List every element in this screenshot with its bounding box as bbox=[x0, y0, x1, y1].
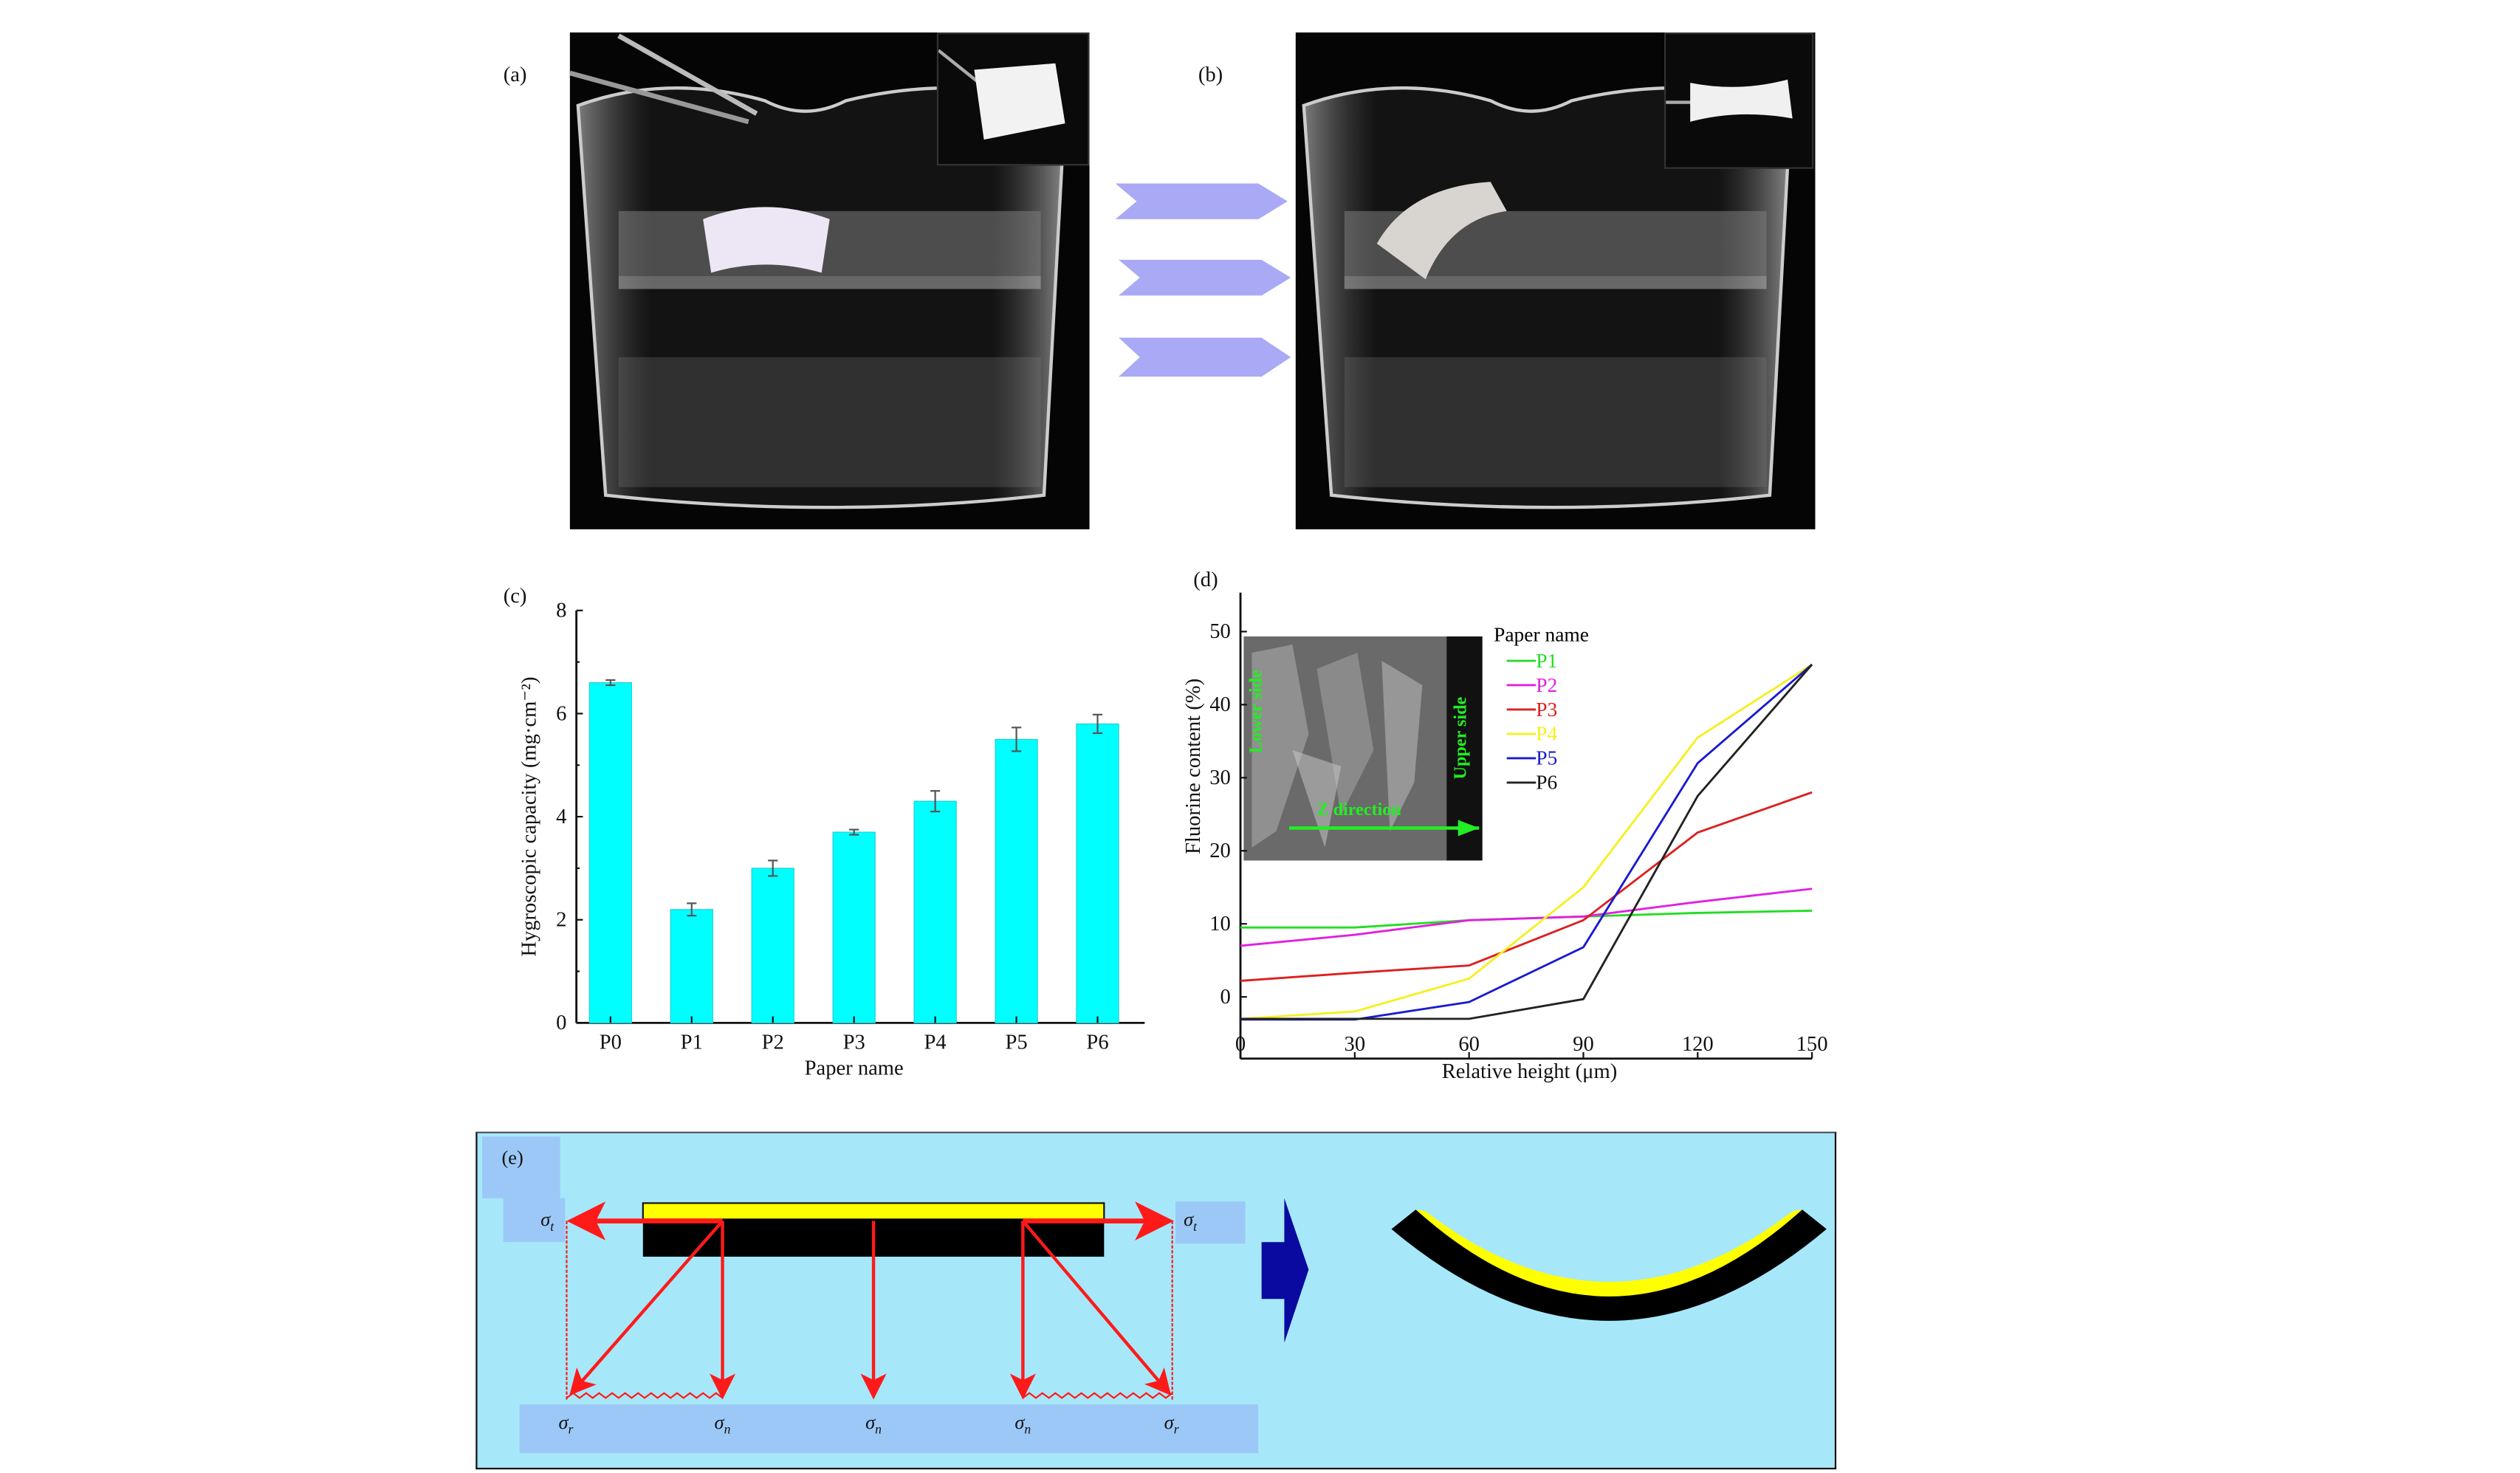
beaker-a-illustration bbox=[569, 33, 1067, 509]
legend-label-P5: P5 bbox=[1536, 747, 1557, 769]
inset-paper-curled bbox=[1664, 32, 1814, 169]
label-box bbox=[482, 1136, 560, 1198]
bar-P3 bbox=[832, 831, 876, 1023]
x-tick-label: P1 bbox=[681, 1031, 703, 1054]
bar-P1 bbox=[670, 909, 713, 1023]
x-tick-label: P0 bbox=[600, 1031, 622, 1054]
legend-title: Paper name bbox=[1494, 624, 1589, 646]
panel-a-label: (a) bbox=[503, 61, 527, 86]
stress-arrows bbox=[566, 1201, 1174, 1400]
photo-beaker-a bbox=[569, 32, 1090, 529]
line-P3 bbox=[1240, 791, 1813, 982]
x-tick-label: 0 bbox=[1235, 1033, 1246, 1056]
process-arrow-icon bbox=[1261, 1198, 1309, 1343]
y-axis-label: Hygroscopic capacity (mg·cm⁻²) bbox=[518, 677, 541, 957]
beaker-b-illustration bbox=[1302, 86, 1793, 509]
line-P2 bbox=[1240, 887, 1813, 947]
sigma-t-left: σt bbox=[540, 1208, 555, 1234]
photo-beaker-b bbox=[1295, 32, 1816, 529]
panel-e-label: (e) bbox=[501, 1146, 523, 1170]
y-tick-label: 4 bbox=[556, 806, 566, 828]
line-P6 bbox=[1240, 664, 1813, 1020]
coating-layer bbox=[642, 1202, 1105, 1220]
y-tick-label: 8 bbox=[556, 600, 566, 622]
x-tick-label: 60 bbox=[1458, 1033, 1480, 1056]
sem-texture bbox=[1243, 636, 1480, 861]
y-tick-label: 0 bbox=[556, 1012, 566, 1034]
panel-d-label: (d) bbox=[1193, 566, 1218, 591]
sigma-t-right: σt bbox=[1184, 1208, 1198, 1234]
legend-label-P1: P1 bbox=[1536, 650, 1557, 672]
y-tick-label: 30 bbox=[1209, 766, 1231, 789]
y-tick-label: 20 bbox=[1209, 839, 1231, 862]
x-tick-label: P6 bbox=[1086, 1031, 1108, 1054]
sigma-n-label: σn bbox=[715, 1411, 731, 1437]
label-box bbox=[519, 1404, 1259, 1454]
bar-P5 bbox=[995, 738, 1038, 1023]
line-P4 bbox=[1240, 663, 1813, 1020]
x-tick-label: 120 bbox=[1682, 1033, 1714, 1056]
label-box bbox=[503, 1198, 566, 1243]
legend-label-P3: P3 bbox=[1536, 698, 1557, 721]
legend-label-P6: P6 bbox=[1536, 772, 1557, 794]
sigma-n-label: σn bbox=[865, 1411, 882, 1437]
x-tick-label: 30 bbox=[1345, 1033, 1366, 1056]
bar-P6 bbox=[1076, 723, 1119, 1023]
sem-z-direction-label: Z direction bbox=[1316, 800, 1401, 820]
x-tick-label: P2 bbox=[762, 1031, 784, 1054]
sigma-r-label: σr bbox=[1164, 1411, 1179, 1437]
x-tick-label: P4 bbox=[924, 1031, 947, 1054]
sigma-n-label: σn bbox=[1014, 1411, 1031, 1437]
label-box bbox=[1175, 1201, 1246, 1244]
chevron-arrow-icon bbox=[1119, 259, 1291, 296]
y-tick-label: 2 bbox=[556, 909, 566, 932]
y-tick-label: 40 bbox=[1209, 693, 1231, 716]
bar-P2 bbox=[751, 868, 794, 1023]
panel-c-label: (c) bbox=[503, 583, 527, 608]
x-tick-label: P3 bbox=[843, 1031, 865, 1054]
sem-inset-image: Lower side Upper side Z direction bbox=[1243, 636, 1483, 861]
y-tick-label: 50 bbox=[1209, 620, 1231, 643]
x-axis-label: Paper name bbox=[805, 1057, 904, 1080]
legend-label-P4: P4 bbox=[1536, 723, 1557, 745]
sigma-r-label: σr bbox=[558, 1411, 573, 1437]
y-tick-label: 0 bbox=[1220, 986, 1231, 1009]
x-tick-label: P5 bbox=[1005, 1031, 1027, 1054]
y-tick-label: 10 bbox=[1209, 913, 1231, 935]
y-axis-label: Fluorine content (%) bbox=[1182, 679, 1205, 854]
x-tick-label: 90 bbox=[1573, 1033, 1594, 1056]
legend-label-P2: P2 bbox=[1536, 674, 1557, 696]
x-axis-label: Relative height (μm) bbox=[1442, 1060, 1618, 1083]
bar-P0 bbox=[588, 682, 632, 1023]
x-tick-label: 150 bbox=[1796, 1033, 1828, 1056]
inset-paper-flat bbox=[936, 32, 1090, 166]
curled-paper bbox=[1391, 1209, 1827, 1321]
bar-P4 bbox=[913, 800, 957, 1023]
panel-b-label: (b) bbox=[1198, 61, 1223, 86]
y-tick-label: 6 bbox=[556, 702, 566, 725]
chevron-arrow-icon bbox=[1119, 337, 1291, 377]
chevron-arrow-icon bbox=[1115, 183, 1288, 219]
